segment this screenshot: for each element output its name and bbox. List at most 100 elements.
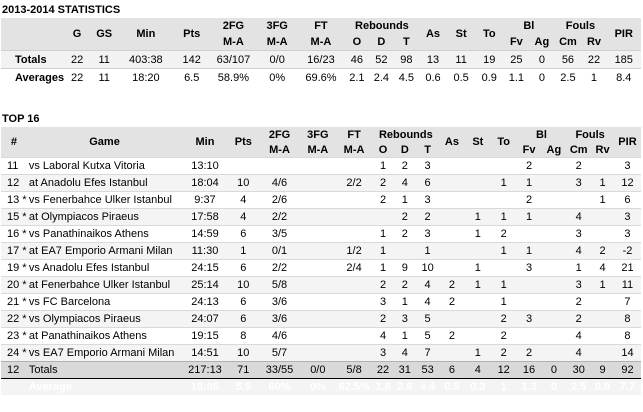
cell-gs: 11 xyxy=(90,68,118,86)
header-pir: PIR xyxy=(613,127,641,158)
game-row: 22 * vs Olympiacos Piraeus 24:07 6 3/6 2 3 5 2 3 2… xyxy=(1,310,641,328)
cell-pts: 10 xyxy=(227,344,259,362)
header-st: St xyxy=(464,127,491,158)
cell-num: 19 * xyxy=(1,259,27,277)
game-row: 24 * vs EA7 Emporio Armani Milan 14:51 10 5/… xyxy=(1,344,641,362)
header-fv: Fv xyxy=(516,142,542,158)
cell-num: 16 * xyxy=(1,225,27,243)
cell-cm: 4 xyxy=(566,208,592,226)
cell-pir: 185 xyxy=(606,50,641,69)
game-row: 13 * vs Fenerbahce Ulker Istanbul 9:37 4 2/6… xyxy=(1,191,641,209)
cell-game: vs EA7 Emporio Armani Milan xyxy=(26,344,183,362)
cell-as xyxy=(439,310,465,328)
cell-as: 2 xyxy=(439,327,465,345)
cell-min: 24:15 xyxy=(182,259,228,277)
header-min: Min xyxy=(182,127,228,158)
cell-fg2: 0/1 xyxy=(258,242,301,260)
cell-pts: 8 xyxy=(227,327,259,345)
cell-o: 1 xyxy=(372,225,394,243)
cell-cm: 3 xyxy=(566,276,592,294)
cell-cm: 4 xyxy=(566,344,592,362)
cell-pts: 6 xyxy=(227,310,259,328)
game-row: 11 vs Laboral Kutxa Vitoria 13:10 1 2 3 2 2 3 xyxy=(1,157,641,175)
cell-to: 1 xyxy=(490,174,517,192)
header-d: D xyxy=(393,142,417,158)
cell-fg3: 0/0 xyxy=(300,361,336,379)
cell-num: 17 * xyxy=(1,242,27,260)
cell-ft: 2/2 xyxy=(335,174,373,192)
header-o: O xyxy=(372,142,394,158)
cell-as: 0.6 xyxy=(418,68,448,86)
header-3fg: 3FG xyxy=(300,127,336,142)
cell-ft xyxy=(335,225,373,243)
header-gs: GS xyxy=(90,18,118,51)
cell-pts xyxy=(227,157,259,175)
top16-header-row-2: M-A M-A M-A O D T Fv Ag Cm Rv xyxy=(1,142,641,158)
cell-ft xyxy=(335,327,373,345)
cell-cm: 2.5 xyxy=(554,68,582,86)
cell-ft xyxy=(335,276,373,294)
cell-o: 1 xyxy=(372,157,394,175)
header-fv: Fv xyxy=(503,34,530,51)
cell-ag xyxy=(541,310,567,328)
cell-st: 4 xyxy=(464,361,491,379)
cell-o: 2 xyxy=(372,310,394,328)
cell-to: 19 xyxy=(475,50,504,69)
cell-t: 3 xyxy=(416,191,439,209)
cell-d: 1 xyxy=(393,327,417,345)
cell-as: 2 xyxy=(439,276,465,294)
cell-ft: 1/2 xyxy=(335,242,373,260)
cell-d: 1 xyxy=(393,191,417,209)
cell-st: 11 xyxy=(447,50,476,69)
cell-ft xyxy=(335,157,373,175)
game-row: 16 * vs Panathinaikos Athens 14:59 6 3/5 1 2 3 1… xyxy=(1,225,641,243)
cell-game: vs Panathinaikos Athens xyxy=(26,225,183,243)
cell-num: 12 xyxy=(1,174,27,192)
game-row: 15 * at Olympiacos Piraeus 17:58 4 2/2 2 2 1 1 1 4… xyxy=(1,208,641,226)
cell-t: 3 xyxy=(416,225,439,243)
header-as: As xyxy=(439,127,465,158)
cell-rv: 22 xyxy=(581,50,607,69)
cell-st: 0.3 xyxy=(464,378,491,395)
cell-st: 1 xyxy=(464,208,491,226)
cell-rv: 2 xyxy=(591,242,614,260)
cell-min: 14:51 xyxy=(182,344,228,362)
cell-o: 4 xyxy=(372,327,394,345)
cell-ag xyxy=(541,225,567,243)
cell-d: 3 xyxy=(393,310,417,328)
cell-pir: 8 xyxy=(613,310,641,328)
cell-as xyxy=(439,225,465,243)
cell-fv: 3 xyxy=(516,259,542,277)
cell-fg2: 3/5 xyxy=(258,225,301,243)
header-game: Game xyxy=(26,127,183,158)
totals-row: 12 Totals 217:13 71 33/55 0/0 5/8 22 31 53 6 4 12 16 0… xyxy=(1,361,641,379)
cell-num: 13 * xyxy=(1,191,27,209)
cell-fv xyxy=(516,327,542,345)
cell-pir: 14 xyxy=(613,344,641,362)
cell-d: 1 xyxy=(393,293,417,311)
cell-pir: 3 xyxy=(613,157,641,175)
cell-ag: 0 xyxy=(541,378,567,395)
cell-pir: 3 xyxy=(613,208,641,226)
cell-min: 19:15 xyxy=(182,327,228,345)
cell-game: at EA7 Emporio Armani Milan xyxy=(26,242,183,260)
cell-fv: 1.3 xyxy=(516,378,542,395)
cell-pts: 4 xyxy=(227,191,259,209)
cell-cm: 1 xyxy=(566,259,592,277)
cell-to xyxy=(490,157,517,175)
cell-ft xyxy=(335,310,373,328)
cell-rv xyxy=(591,225,614,243)
header-pir: PIR xyxy=(606,18,641,51)
cell-cm: 2.5 xyxy=(566,378,592,395)
header-st: St xyxy=(447,18,476,51)
header-min: Min xyxy=(117,18,174,51)
cell-num: 24 * xyxy=(1,344,27,362)
top16-stats-table: # Game Min Pts 2FG 3FG FT Rebounds As St… xyxy=(1,127,641,395)
season-row: Averages 22 11 18:20 6.5 58.9% 0% 69.6% 2.1 2.4 4.… xyxy=(1,68,641,86)
cell-min: 11:30 xyxy=(182,242,228,260)
cell-as xyxy=(439,157,465,175)
cell-game: at Anadolu Efes Istanbul xyxy=(26,174,183,192)
cell-rv: 1 xyxy=(591,191,614,209)
cell-cm: 30 xyxy=(566,361,592,379)
cell-st xyxy=(464,327,491,345)
